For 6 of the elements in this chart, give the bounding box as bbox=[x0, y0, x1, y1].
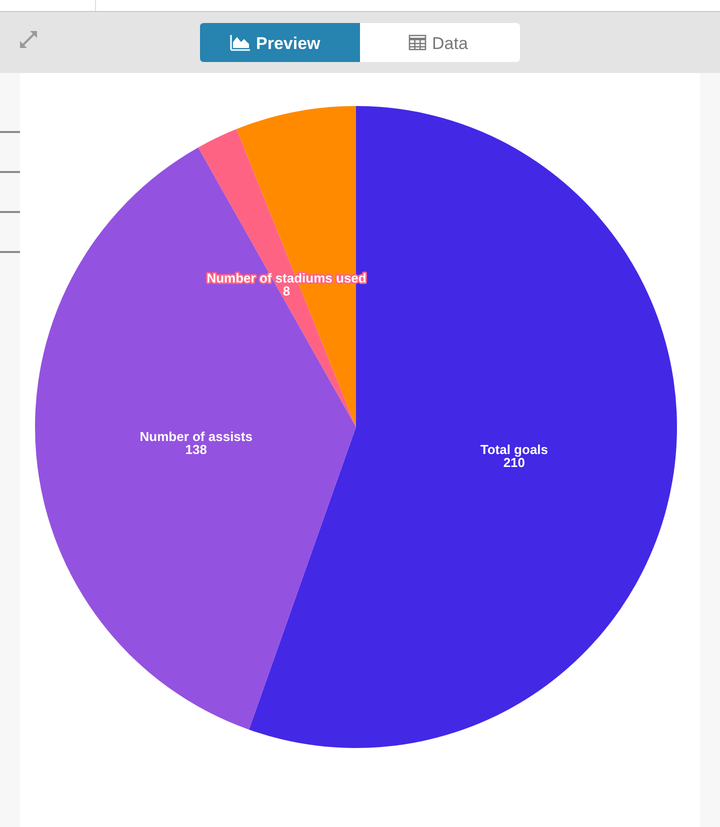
slice-label: Number of assists bbox=[140, 428, 252, 444]
slice-label: Total goals bbox=[480, 442, 548, 458]
data-label: 138 bbox=[185, 442, 207, 457]
active-tab: Preview bbox=[200, 23, 360, 62]
inactive-tab: Data bbox=[360, 23, 520, 62]
data-label: 8 bbox=[282, 283, 290, 298]
